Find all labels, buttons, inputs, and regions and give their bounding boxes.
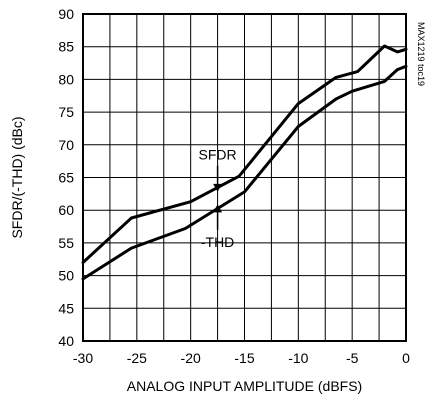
x-tick-label: -10 [288,350,308,366]
series-layer [81,44,408,281]
y-tick-label: 40 [58,333,74,349]
x-tick-labels: -30 -25 -20 -15 -10 -5 0 [73,350,410,366]
y-tick-label: 75 [58,104,74,120]
series-line-thd [81,64,408,281]
x-tick-label: -30 [73,350,93,366]
annotations: SFDR -THD [199,147,237,250]
y-tick-label: 85 [58,39,74,55]
y-tick-labels: 40 45 50 55 60 65 70 75 80 85 90 [58,6,74,349]
x-tick-label: -25 [127,350,147,366]
x-tick-label: 0 [402,350,410,366]
y-tick-label: 60 [58,202,74,218]
y-tick-label: 45 [58,300,74,316]
x-tick-label: -5 [346,350,359,366]
y-tick-label: 90 [58,6,74,22]
y-tick-label: 50 [58,268,74,284]
annotation-arrow-head-sfdr [213,183,223,192]
watermark-label: MAX1219 toc19 [416,22,426,86]
y-tick-label: 70 [58,137,74,153]
x-tick-label: -20 [181,350,201,366]
annotation-label-sfdr: SFDR [199,147,237,163]
annotation-arrow-head-thd [213,204,223,213]
annotation-label-thd: -THD [201,234,234,250]
y-tick-label: 55 [58,235,74,251]
y-tick-label: 65 [58,170,74,186]
x-axis-label: ANALOG INPUT AMPLITUDE (dBFS) [127,378,362,394]
grid [83,14,406,341]
series-line-sfdr [81,44,408,264]
x-tick-label: -15 [234,350,254,366]
y-axis-label: SFDR/(-THD) (dBc) [9,116,25,238]
y-tick-label: 80 [58,71,74,87]
plot-frame [82,13,407,342]
